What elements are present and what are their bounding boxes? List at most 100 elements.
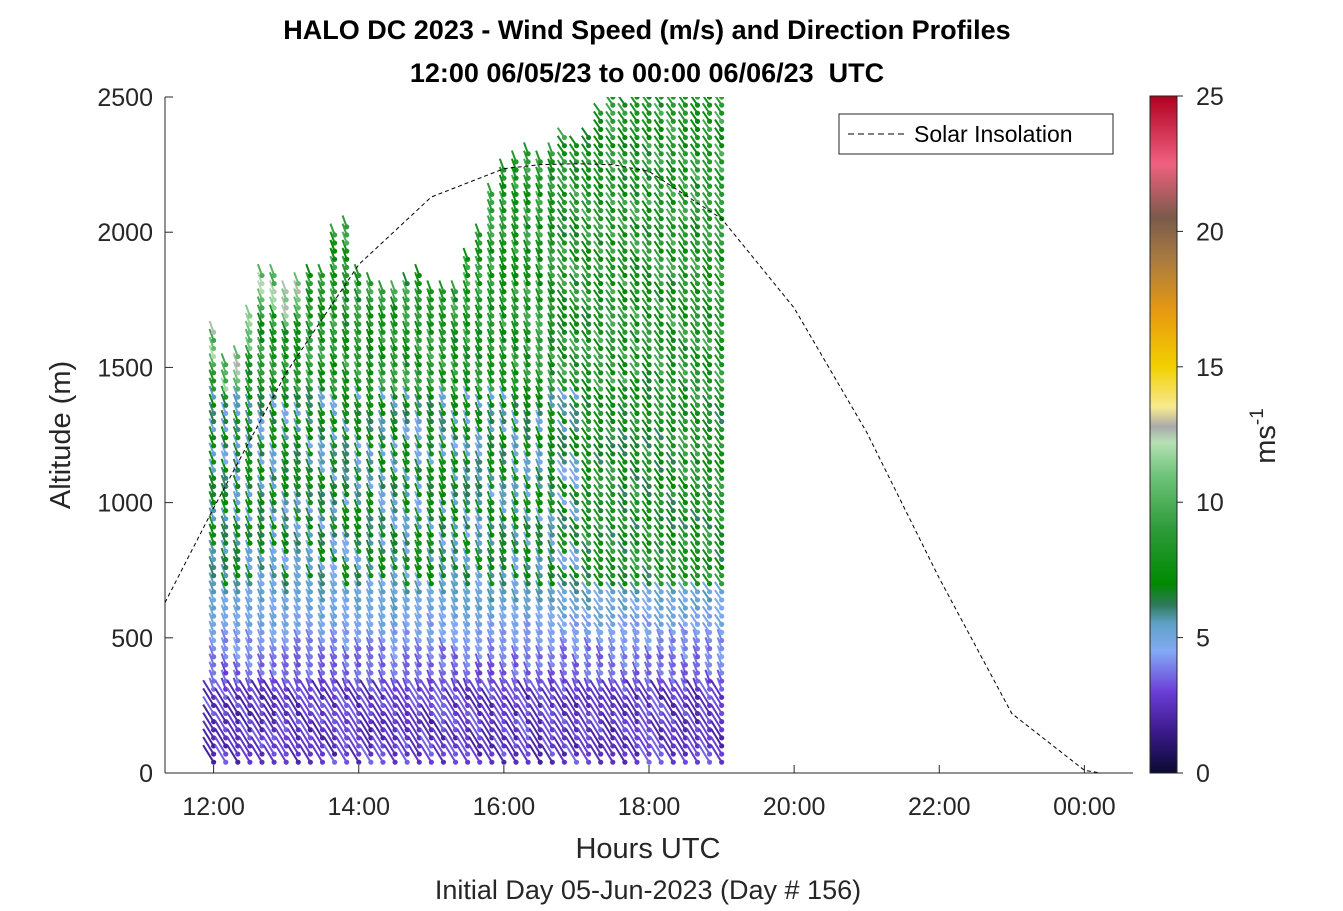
wind-barb-point	[259, 573, 265, 579]
wind-barb-shaft	[601, 679, 614, 698]
wind-barb-point	[586, 248, 592, 254]
wind-barb-point	[344, 710, 350, 717]
wind-barb-shaft	[214, 736, 227, 755]
wind-barb-point	[549, 151, 555, 157]
wind-barb-point	[356, 386, 362, 392]
wind-barb-point	[598, 467, 604, 473]
wind-barb-point	[428, 532, 434, 538]
wind-barb-point	[356, 467, 362, 473]
wind-barb-point	[525, 702, 531, 709]
wind-barb-point	[501, 475, 507, 481]
wind-barb-point	[561, 759, 568, 765]
wind-barb-point	[537, 751, 543, 757]
wind-barb-point	[356, 426, 362, 433]
wind-barb-shaft	[649, 712, 663, 731]
wind-barb-point	[331, 654, 338, 660]
wind-barb-point	[586, 410, 592, 416]
wind-barb-point	[501, 191, 507, 197]
wind-barb-point	[634, 491, 640, 498]
wind-barb-point	[477, 637, 483, 644]
wind-barb-point	[235, 564, 241, 571]
wind-barb-point	[477, 435, 483, 441]
wind-barb-point	[634, 97, 640, 100]
wind-barb-point	[549, 508, 555, 514]
wind-barb-point	[489, 443, 495, 449]
wind-barb-point	[440, 483, 447, 489]
wind-barb-point	[525, 605, 531, 611]
wind-barb-point	[331, 370, 338, 376]
wind-barb-point	[428, 573, 434, 579]
wind-barb-point	[235, 467, 241, 473]
wind-barb-point	[586, 670, 592, 676]
wind-barb-point	[344, 402, 350, 408]
wind-barb-shaft	[311, 687, 324, 706]
wind-barb-point	[223, 735, 229, 741]
wind-barb-point	[283, 532, 289, 538]
wind-barb-point	[477, 491, 483, 498]
wind-barb-point	[573, 394, 580, 400]
wind-barb-point	[465, 426, 471, 433]
wind-barb-shaft	[516, 695, 529, 715]
wind-barb-shaft	[347, 720, 360, 739]
wind-barb-point	[247, 564, 253, 571]
wind-barb-point	[598, 678, 604, 684]
wind-barb-point	[223, 548, 229, 554]
wind-barb-point	[452, 289, 459, 295]
wind-barb-point	[622, 491, 628, 498]
wind-barb-point	[344, 686, 350, 692]
wind-barb-point	[489, 313, 495, 319]
wind-barb-point	[404, 370, 410, 376]
wind-barb-point	[537, 280, 543, 287]
wind-barb-point	[404, 500, 410, 506]
wind-barb-point	[525, 305, 531, 311]
wind-barb-shaft	[395, 695, 409, 715]
wind-barb-point	[428, 646, 434, 652]
wind-barb-point	[404, 727, 410, 733]
wind-barb-point	[501, 232, 507, 238]
wind-barb-point	[622, 224, 628, 230]
wind-barb-shaft	[335, 687, 348, 706]
wind-barb-point	[549, 329, 555, 335]
wind-barb-point	[561, 467, 568, 473]
wind-barb-point	[537, 500, 543, 506]
wind-barb-point	[646, 151, 652, 157]
wind-barb-point	[586, 272, 592, 279]
wind-barb-point	[307, 418, 313, 425]
wind-barb-point	[331, 378, 338, 384]
wind-barb-shaft	[238, 679, 251, 698]
wind-barb-shaft	[323, 704, 336, 723]
wind-barb-point	[513, 199, 519, 206]
wind-barb-point	[634, 759, 640, 765]
wind-barb-point	[271, 500, 277, 506]
wind-barb-shaft	[444, 744, 457, 763]
wind-barb-point	[598, 353, 604, 360]
wind-barb-point	[452, 735, 459, 741]
wind-barb-point	[440, 386, 447, 392]
wind-barb-point	[331, 362, 338, 368]
wind-barb-point	[513, 573, 519, 579]
wind-barb-point	[561, 710, 568, 717]
wind-barb-point	[561, 435, 568, 441]
wind-barb-point	[658, 508, 664, 514]
wind-barb-point	[646, 378, 652, 384]
wind-barb-point	[380, 573, 386, 579]
wind-barb-point	[561, 151, 568, 157]
wind-barb-point	[440, 394, 447, 400]
wind-barb-point	[610, 524, 616, 530]
wind-barb-point	[223, 443, 229, 449]
wind-barb-point	[428, 459, 434, 465]
wind-barb-point	[646, 662, 652, 668]
wind-barb-point	[513, 264, 519, 270]
wind-barb-point	[634, 151, 640, 157]
wind-barb-point	[428, 475, 434, 481]
wind-barb-point	[440, 402, 447, 408]
wind-barb-point	[646, 167, 652, 173]
wind-barb-shaft	[420, 720, 433, 739]
wind-barb-point	[465, 256, 471, 262]
wind-barb-point	[489, 654, 495, 660]
wind-barb-point	[368, 710, 374, 717]
wind-barb-point	[344, 605, 350, 611]
wind-barb-point	[598, 426, 604, 433]
wind-barb-point	[307, 670, 313, 676]
wind-barb-point	[586, 654, 592, 660]
